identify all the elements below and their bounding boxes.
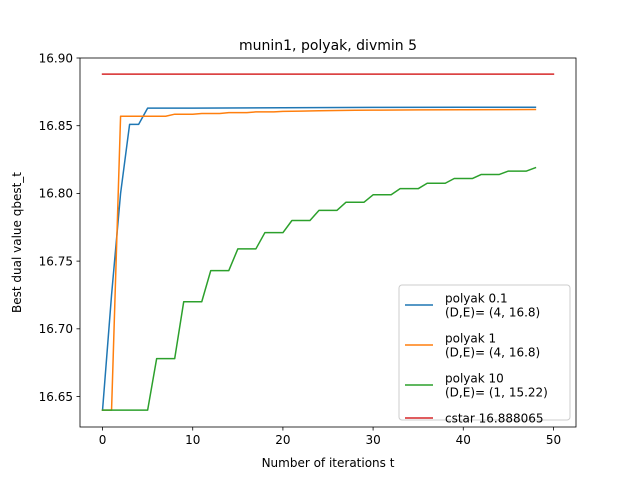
legend-label: polyak 0.1 xyxy=(445,291,508,305)
legend-label: cstar 16.888065 xyxy=(445,411,544,425)
y-tick-label: 16.65 xyxy=(39,390,73,404)
legend-box xyxy=(398,284,571,421)
legend-label: polyak 10 xyxy=(445,371,504,385)
y-tick-label: 16.75 xyxy=(39,254,73,268)
legend-label: (D,E)= (1, 15.22) xyxy=(445,385,548,399)
series-line-1 xyxy=(101,108,537,411)
legend-label: polyak 1 xyxy=(445,331,496,345)
legend-label: (D,E)= (4, 16.8) xyxy=(445,345,540,359)
chart-title: munin1, polyak, divmin 5 xyxy=(239,38,417,54)
y-tick-label: 16.80 xyxy=(39,187,73,201)
legend-label: (D,E)= (4, 16.8) xyxy=(445,305,540,319)
x-axis-label: Number of iterations t xyxy=(262,456,395,470)
x-axis: 0 10 20 30 40 50 xyxy=(99,427,561,447)
y-axis-label: Best dual value qbest_t xyxy=(10,172,24,313)
y-tick-label: 16.85 xyxy=(39,119,73,133)
x-tick-label: 10 xyxy=(185,433,200,447)
x-tick-label: 30 xyxy=(365,433,380,447)
y-tick-label: 16.90 xyxy=(39,51,73,65)
series-line-2 xyxy=(101,166,537,411)
series-layer xyxy=(101,73,555,411)
x-tick-label: 20 xyxy=(275,433,290,447)
legend: polyak 0.1(D,E)= (4, 16.8)polyak 1(D,E)=… xyxy=(398,284,571,425)
plot-frame xyxy=(79,57,577,428)
x-tick-label: 40 xyxy=(456,433,471,447)
x-tick-label: 50 xyxy=(546,433,561,447)
y-axis: 16.65 16.70 16.75 16.80 16.85 16.90 xyxy=(39,51,80,404)
x-tick-label: 0 xyxy=(99,433,107,447)
y-tick-label: 16.70 xyxy=(39,322,73,336)
